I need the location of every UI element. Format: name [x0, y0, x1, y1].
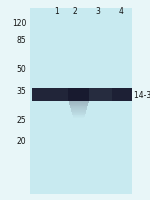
Bar [72, 112, 86, 113]
Bar [69, 102, 89, 103]
Bar [72, 114, 85, 115]
Bar [69, 104, 88, 105]
Text: 3: 3 [96, 7, 101, 16]
Text: 14-3-3 γ: 14-3-3 γ [134, 91, 150, 99]
Bar [70, 108, 87, 109]
Bar [73, 116, 85, 117]
Bar [68, 88, 89, 101]
Text: 2: 2 [73, 7, 77, 16]
Bar [69, 101, 89, 102]
Bar [70, 106, 88, 107]
Text: 20: 20 [17, 137, 26, 145]
Bar [70, 107, 87, 108]
Text: 1: 1 [54, 7, 59, 16]
Text: 35: 35 [16, 87, 26, 95]
Text: 85: 85 [17, 36, 26, 44]
Bar [70, 105, 88, 106]
Bar [71, 109, 87, 110]
Bar [89, 88, 112, 101]
Text: 25: 25 [17, 116, 26, 124]
Bar [32, 88, 68, 101]
Text: 120: 120 [12, 19, 26, 27]
Bar [72, 115, 85, 116]
Bar [30, 9, 132, 194]
Bar [73, 117, 85, 118]
Bar [71, 111, 86, 112]
Bar [112, 88, 132, 101]
Text: 4: 4 [118, 7, 123, 16]
Bar [71, 110, 86, 111]
Text: 50: 50 [16, 65, 26, 73]
Bar [73, 118, 84, 119]
Bar [72, 113, 86, 114]
Bar [69, 103, 88, 104]
